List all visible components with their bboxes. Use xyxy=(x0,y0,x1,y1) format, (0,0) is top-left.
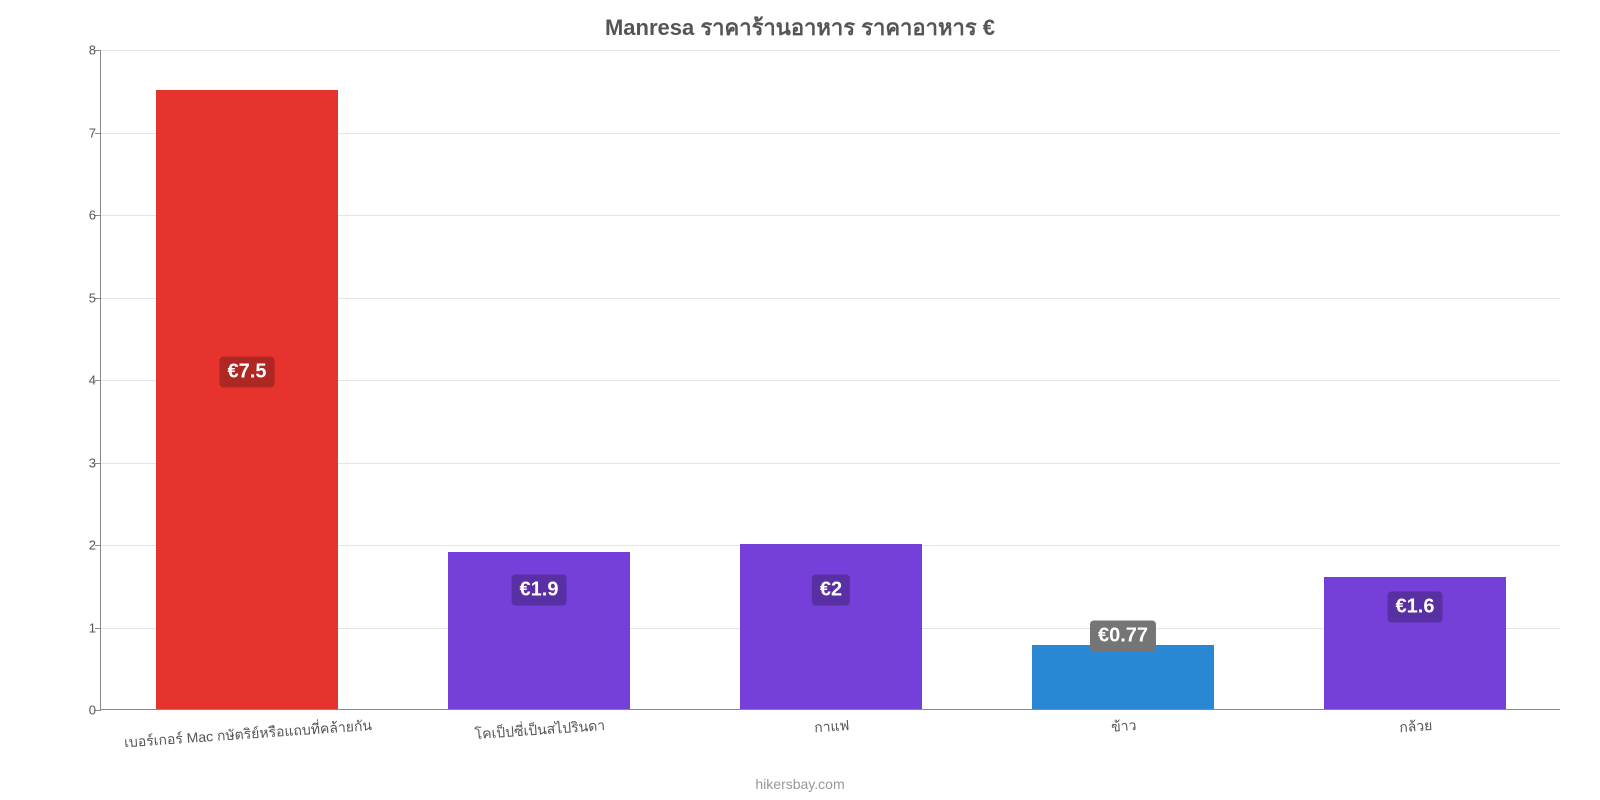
ytick-label: 0 xyxy=(66,703,96,718)
x-category-label: ข้าว xyxy=(1110,715,1137,739)
ytick-label: 2 xyxy=(66,538,96,553)
bar-value-label: €7.5 xyxy=(220,356,275,387)
x-category-label: โคเป็ปซี่เป็นสไปรินดา xyxy=(474,715,606,746)
x-category-label: กาแฟ xyxy=(813,715,850,739)
ytick-label: 1 xyxy=(66,620,96,635)
ytick-label: 5 xyxy=(66,290,96,305)
chart-title: Manresa ราคาร้านอาหาร ราคาอาหาร € xyxy=(0,0,1600,45)
ytick-label: 6 xyxy=(66,208,96,223)
chart-container: Manresa ราคาร้านอาหาร ราคาอาหาร € 012345… xyxy=(0,0,1600,800)
bar xyxy=(740,544,921,709)
bar-value-label: €1.9 xyxy=(512,575,567,606)
ytick-label: 3 xyxy=(66,455,96,470)
bar xyxy=(1032,645,1213,709)
bar-value-label: €0.77 xyxy=(1090,620,1156,651)
ytick-label: 8 xyxy=(66,43,96,58)
gridline xyxy=(101,50,1560,51)
x-category-label: เบอร์เกอร์ Mac กษัตริย์หรือแถบที่คล้ายกั… xyxy=(123,715,372,754)
bar xyxy=(156,90,337,709)
x-category-label: กล้วย xyxy=(1399,715,1434,739)
bar-value-label: €1.6 xyxy=(1388,591,1443,622)
plot-area: 012345678€7.5เบอร์เกอร์ Mac กษัตริย์หรือ… xyxy=(100,50,1560,710)
bar-value-label: €2 xyxy=(812,575,850,606)
ytick-label: 4 xyxy=(66,373,96,388)
ytick-label: 7 xyxy=(66,125,96,140)
chart-credit: hikersbay.com xyxy=(755,776,844,792)
